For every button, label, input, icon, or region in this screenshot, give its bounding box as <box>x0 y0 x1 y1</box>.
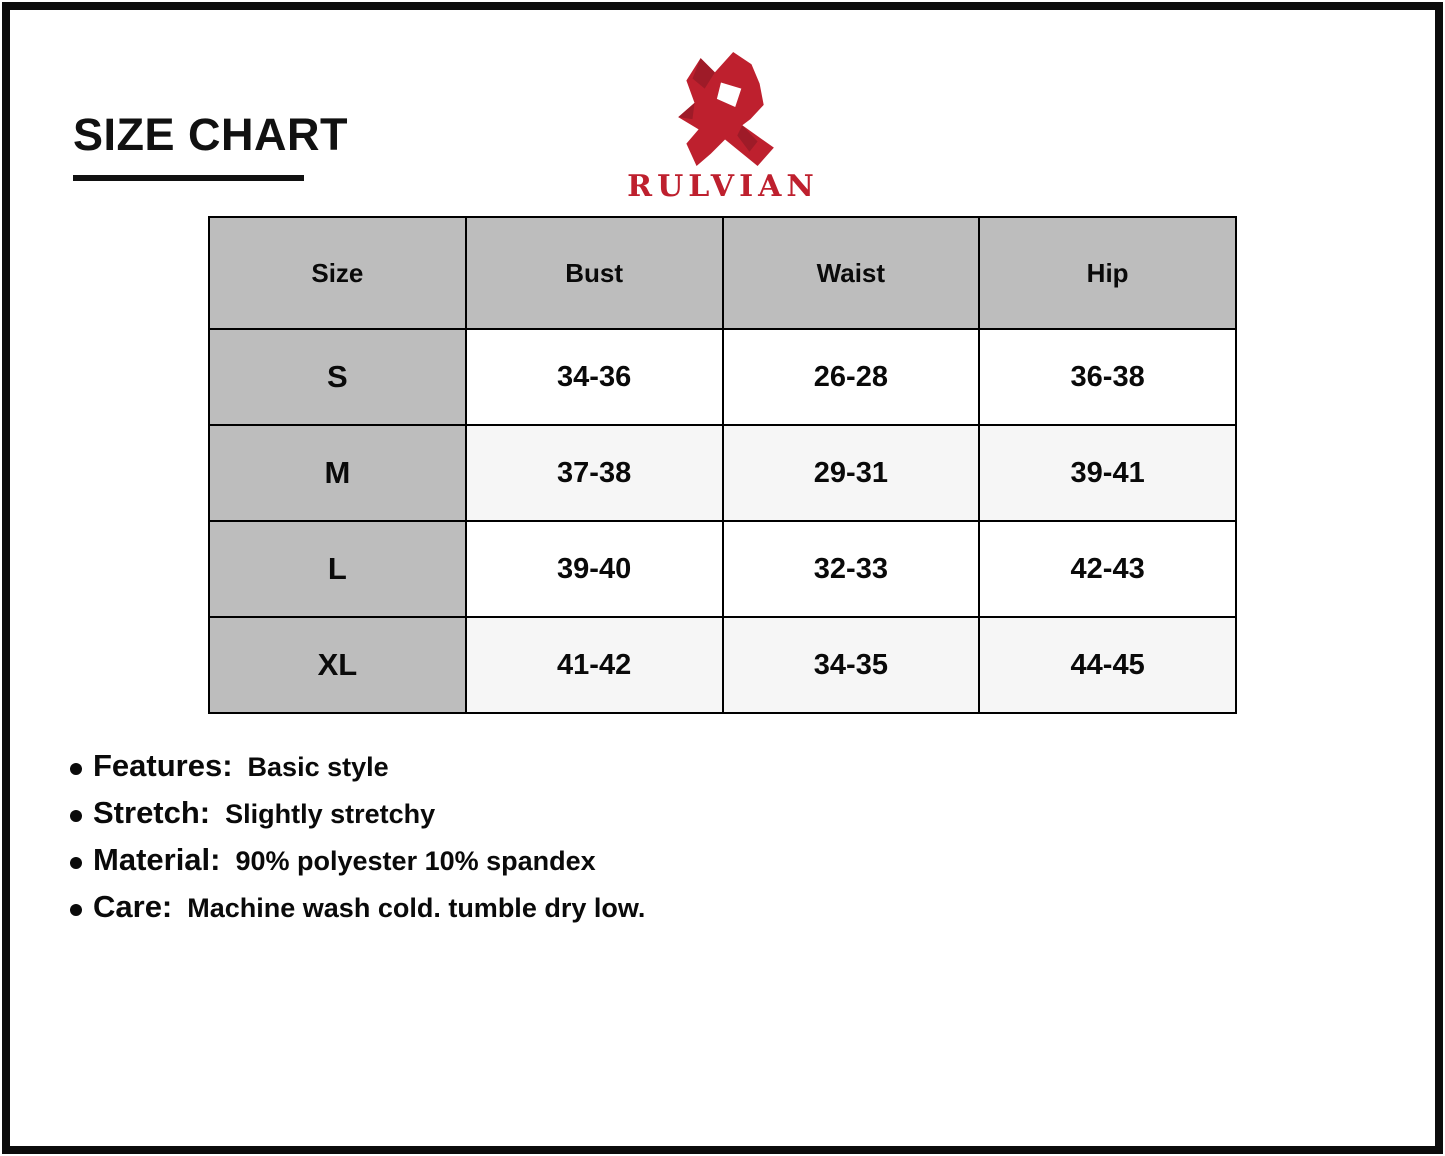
size-cell: M <box>208 424 467 522</box>
bullet-icon <box>70 809 82 822</box>
table-row: XL 41-42 34-35 44-45 <box>208 616 1237 714</box>
waist-cell: 32-33 <box>721 520 981 618</box>
size-cell: XL <box>208 616 467 714</box>
page-title: SIZE CHART <box>73 109 348 160</box>
brand-wordmark: RULVIAN <box>627 169 819 204</box>
waist-cell: 29-31 <box>721 424 981 522</box>
column-header-bust: Bust <box>464 216 724 330</box>
bullet-icon <box>70 903 82 916</box>
hip-cell: 44-45 <box>978 616 1237 714</box>
detail-value: 90% polyester 10% spandex <box>235 846 596 876</box>
list-item: Features: Basic style <box>70 748 645 795</box>
waist-cell: 26-28 <box>721 328 981 426</box>
size-cell: S <box>208 328 467 426</box>
detail-value: Machine wash cold. tumble dry low. <box>187 893 646 923</box>
bust-cell: 41-42 <box>464 616 724 714</box>
hip-cell: 42-43 <box>978 520 1237 618</box>
hip-cell: 36-38 <box>978 328 1237 426</box>
bust-cell: 39-40 <box>464 520 724 618</box>
table-header-row: Size Bust Waist Hip <box>208 216 1237 330</box>
column-header-size: Size <box>208 216 467 330</box>
angular-r-monogram-icon <box>678 52 774 166</box>
detail-value: Basic style <box>247 752 389 782</box>
title-block: SIZE CHART <box>73 112 348 181</box>
table-row: L 39-40 32-33 42-43 <box>208 520 1237 618</box>
list-item: Material: 90% polyester 10% spandex <box>70 842 645 889</box>
title-underline <box>73 175 304 181</box>
list-item: Stretch: Slightly stretchy <box>70 795 645 842</box>
size-chart-table: Size Bust Waist Hip S 34-36 26-28 36-38 … <box>208 216 1237 714</box>
bullet-icon <box>70 762 82 775</box>
waist-cell: 34-35 <box>721 616 981 714</box>
details-list: Features: Basic style Stretch: Slightly … <box>70 748 645 936</box>
list-item: Care: Machine wash cold. tumble dry low. <box>70 889 645 936</box>
bullet-icon <box>70 856 82 869</box>
hip-cell: 39-41 <box>978 424 1237 522</box>
bust-cell: 34-36 <box>464 328 724 426</box>
detail-value: Slightly stretchy <box>225 799 436 829</box>
table-row: S 34-36 26-28 36-38 <box>208 328 1237 426</box>
size-cell: L <box>208 520 467 618</box>
column-header-waist: Waist <box>721 216 981 330</box>
brand-logo: RULVIAN <box>598 50 848 203</box>
detail-label: Stretch: <box>93 795 211 830</box>
detail-label: Features: <box>93 748 233 783</box>
detail-label: Material: <box>93 842 221 877</box>
table-row: M 37-38 29-31 39-41 <box>208 424 1237 522</box>
column-header-hip: Hip <box>978 216 1237 330</box>
detail-label: Care: <box>93 889 173 924</box>
bust-cell: 37-38 <box>464 424 724 522</box>
